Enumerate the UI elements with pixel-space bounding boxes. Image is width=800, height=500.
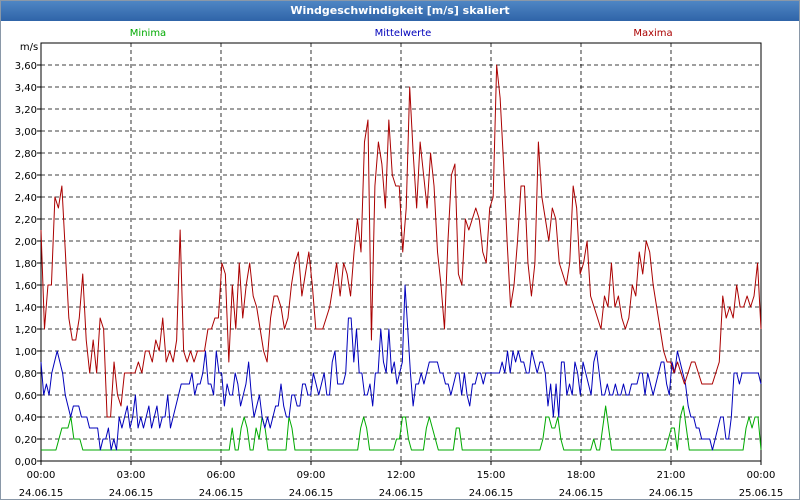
grid-lines <box>41 43 761 461</box>
x-tick-label-date: 24.06.15 <box>289 488 334 499</box>
x-tick-label-time: 09:00 <box>297 470 326 481</box>
y-tick-label: 1,60 <box>15 281 37 292</box>
y-tick-label: 1,40 <box>15 303 37 314</box>
y-tick-label: 2,20 <box>15 215 37 226</box>
y-tick-label: 3,60 <box>15 61 37 72</box>
chart-title: Windgeschwindigkeit [m/s] skaliert <box>1 1 799 21</box>
x-tick-label-time: 03:00 <box>117 470 146 481</box>
y-tick-label: 0,40 <box>15 413 37 424</box>
series-line-mittelwerte <box>40 284 762 451</box>
legend-entry-maxima: Maxima <box>633 28 672 39</box>
y-axis-label: m/s <box>20 42 38 53</box>
x-tick-label-time: 00:00 <box>27 470 56 481</box>
y-tick-label: 2,40 <box>15 193 37 204</box>
y-tick-label: 3,40 <box>15 83 37 94</box>
legend-entry-minima: Minima <box>130 28 166 39</box>
x-tick-label-time: 06:00 <box>207 470 236 481</box>
axes: 0,00 0,20 0,40 0,60 0,80 1,00 1,20 1,40 1,60 1,80… <box>15 61 784 499</box>
y-tick-label: 3,00 <box>15 127 37 138</box>
plot-area <box>40 42 762 462</box>
series-line-maxima <box>40 64 762 418</box>
y-tick-label: 2,60 <box>15 171 37 182</box>
y-tick-label: 0,00 <box>15 457 37 468</box>
x-tick-label-date: 24.06.15 <box>379 488 424 499</box>
x-tick-label-date: 24.06.15 <box>199 488 244 499</box>
x-tick-label-date: 24.06.15 <box>19 488 64 499</box>
x-tick-label-time: 18:00 <box>567 470 596 481</box>
legend-entry-mittelwerte: Mittelwerte <box>375 28 432 39</box>
series-line-minima <box>41 405 762 451</box>
y-tick-label: 1,20 <box>15 325 37 336</box>
x-tick-label-time: 21:00 <box>657 470 686 481</box>
x-tick-label-date: 24.06.15 <box>109 488 154 499</box>
y-tick-label: 3,20 <box>15 105 37 116</box>
y-tick-label: 0,20 <box>15 435 37 446</box>
y-tick-label: 2,00 <box>15 237 37 248</box>
y-tick-label: 1,80 <box>15 259 37 270</box>
series-lines <box>40 64 762 451</box>
legend: Minima Mittelwerte Maxima <box>130 28 673 39</box>
x-tick-label-time: 15:00 <box>477 470 506 481</box>
x-tick-label-date: 24.06.15 <box>469 488 514 499</box>
x-tick-label-date: 24.06.15 <box>559 488 604 499</box>
y-tick-label: 1,00 <box>15 347 37 358</box>
y-tick-label: 0,80 <box>15 369 37 380</box>
x-tick-label-date: 24.06.15 <box>649 488 694 499</box>
y-tick-label: 2,80 <box>15 149 37 160</box>
x-tick-label-date: 25.06.15 <box>739 488 784 499</box>
x-tick-label-time: 12:00 <box>387 470 416 481</box>
x-tick-label-time: 00:00 <box>747 470 776 481</box>
y-tick-label: 0,60 <box>15 391 37 402</box>
